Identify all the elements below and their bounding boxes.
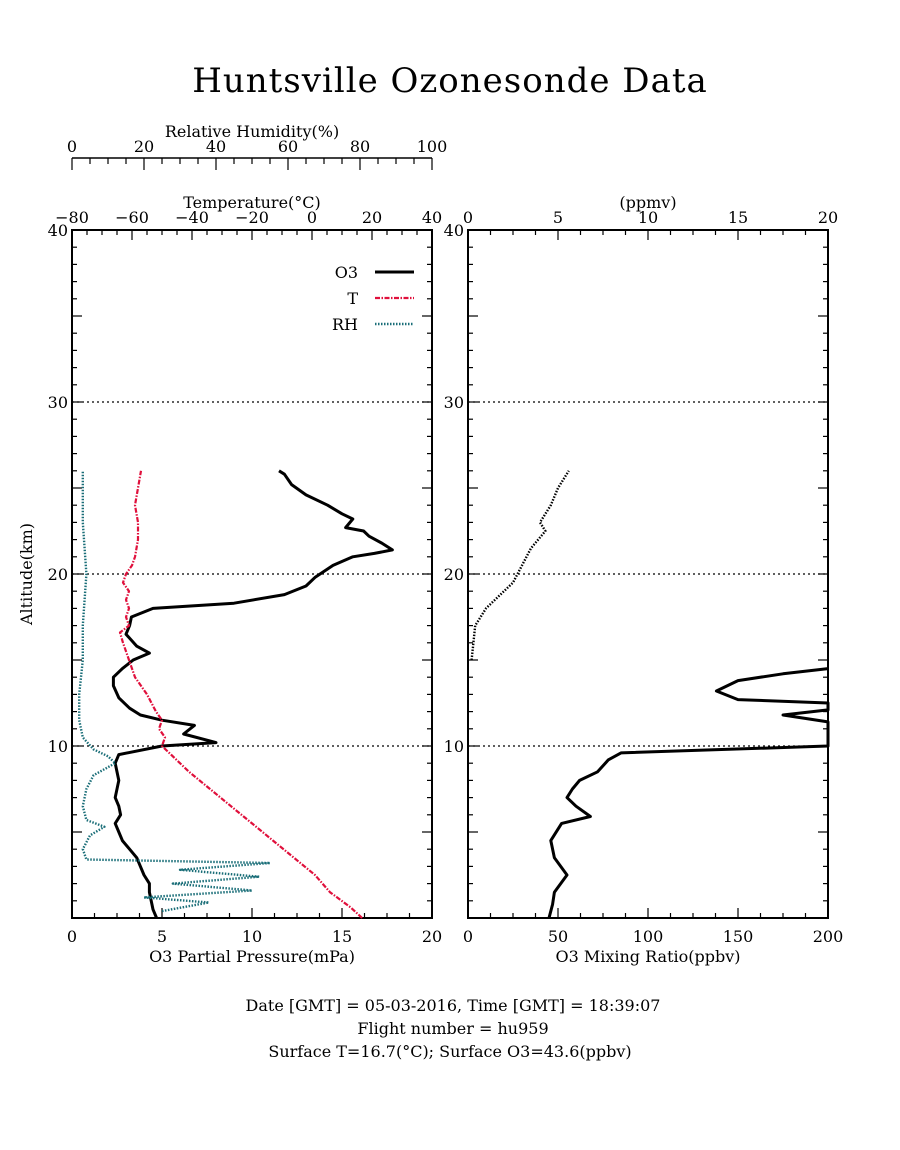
legend: O3 T RH (332, 263, 414, 334)
x-top-temperature-tick-label: −40 (175, 208, 209, 227)
legend-label-rh: RH (332, 315, 358, 334)
rh-tick-label: 80 (350, 137, 370, 156)
x-top-ppmv-tick-label: 15 (728, 208, 748, 227)
rh-tick-label: 40 (206, 137, 226, 156)
footer-date-time: Date [GMT] = 05-03-2016, Time [GMT] = 18… (246, 996, 661, 1015)
x-bottom-tick-label: 20 (422, 927, 442, 946)
ytick-label-20: 20 (444, 565, 464, 584)
rh-axis-label: Relative Humidity(%) (165, 122, 339, 141)
ytick-label-40: 40 (48, 221, 68, 240)
rh-tick-label: 0 (67, 137, 77, 156)
x-top-ppmv-tick-label: 10 (638, 208, 658, 227)
series-rh-line (77, 470, 272, 913)
x-bottom-tick-label: 15 (332, 927, 352, 946)
x-top-temperature-tick-label: 20 (362, 208, 382, 227)
ytick-label-30: 30 (444, 393, 464, 412)
series-ppmv-line (470, 470, 570, 661)
rh-tick-label: 60 (278, 137, 298, 156)
legend-label-t: T (347, 289, 358, 308)
x-bottom-tick-label: 10 (242, 927, 262, 946)
x-top-temperature-tick-label: 40 (422, 208, 442, 227)
x-top-temperature-tick-label: −60 (115, 208, 149, 227)
x-top-temperature-tick-label: 0 (307, 208, 317, 227)
chart-title: Huntsville Ozonesonde Data (192, 61, 708, 101)
legend-label-o3: O3 (335, 263, 358, 282)
x-bottom-ppbv-tick-label: 100 (633, 927, 664, 946)
x-bottom-tick-label: 5 (157, 927, 167, 946)
ytick-label-20: 20 (48, 565, 68, 584)
ytick-label-10: 10 (444, 737, 464, 756)
x-top-temperature-tick-label: −20 (235, 208, 269, 227)
x-bottom-tick-label: 0 (67, 927, 77, 946)
footer-surface-values: Surface T=16.7(°C); Surface O3=43.6(ppbv… (268, 1042, 631, 1061)
y-axis-label: Altitude(km) (17, 523, 36, 626)
x-top-temperature-label: Temperature(°C) (183, 193, 321, 212)
series-t-line (118, 470, 363, 919)
x-bottom-ppbv-tick-label: 50 (548, 927, 568, 946)
ytick-label-40: 40 (444, 221, 464, 240)
x-bottom-label: O3 Partial Pressure(mPa) (149, 947, 355, 966)
x-top-ppmv-tick-label: 0 (463, 208, 473, 227)
footer-flight-number: Flight number = hu959 (357, 1019, 548, 1038)
rh-tick-label: 100 (417, 137, 448, 156)
ytick-label-10: 10 (48, 737, 68, 756)
x-top-temperature-tick-label: −80 (55, 208, 89, 227)
series-ppbv-line (547, 667, 830, 919)
x-top-ppmv-tick-label: 5 (553, 208, 563, 227)
x-bottom-ppbv-tick-label: 200 (813, 927, 844, 946)
rh-tick-label: 20 (134, 137, 154, 156)
x-top-ppmv-label: (ppmv) (619, 193, 676, 212)
x-bottom-ppbv-tick-label: 150 (723, 927, 754, 946)
ytick-label-30: 30 (48, 393, 68, 412)
x-top-ppmv-tick-label: 20 (818, 208, 838, 227)
x-bottom-ppbv-tick-label: 0 (463, 927, 473, 946)
x-bottom-ppbv-label: O3 Mixing Ratio(ppbv) (555, 947, 740, 966)
footer: Date [GMT] = 05-03-2016, Time [GMT] = 18… (246, 996, 661, 1061)
series-o3-line (111, 469, 394, 919)
left-panel: 10 20 30 40 0 5 10 15 20 O3 Partial Pressure(mPa)… (17, 122, 447, 966)
